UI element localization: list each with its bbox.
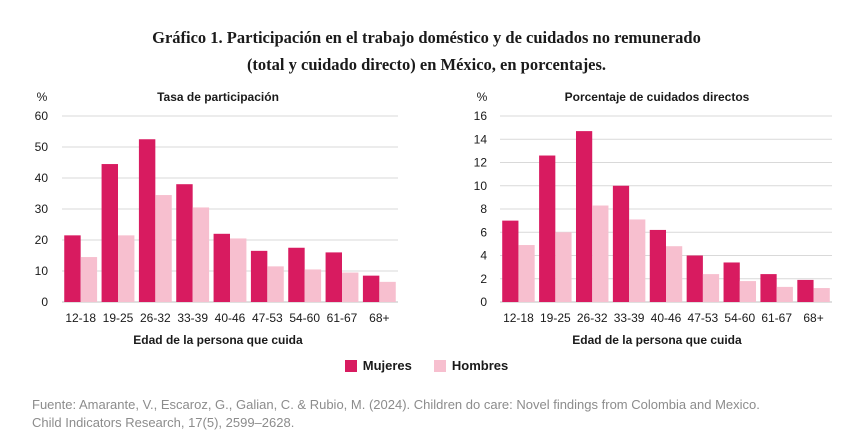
panel1-bar-mujeres-68+ bbox=[362, 275, 380, 302]
panel1-bar-hombres-54-60 bbox=[304, 269, 322, 302]
panel1-bar-mujeres-12-18 bbox=[64, 235, 81, 302]
panel1-bar-hombres-19-25 bbox=[118, 235, 135, 302]
panel1-bar-hombres-26-32 bbox=[155, 195, 172, 302]
panel1-title: Tasa de participación bbox=[157, 90, 279, 104]
panel2-bar-mujeres-33-39 bbox=[612, 185, 630, 302]
panel2-xtick-label: 54-60 bbox=[724, 311, 755, 325]
panel1-ytick-label: 20 bbox=[35, 233, 49, 247]
panel1-bar-hombres-47-53 bbox=[267, 266, 284, 302]
panel1-ytick-label: 30 bbox=[35, 202, 49, 216]
panel2-bar-mujeres-12-18 bbox=[502, 220, 519, 302]
panel2-bar-hombres-19-25 bbox=[555, 232, 572, 302]
panel1-bar-mujeres-47-53 bbox=[250, 250, 268, 302]
source-line-2: Child Indicators Research, 17(5), 2599–2… bbox=[32, 415, 295, 430]
legend-item-mujeres: Mujeres bbox=[344, 358, 412, 373]
panel2-x-axis-label: Edad de la persona que cuida bbox=[572, 333, 742, 347]
panel1-x-axis-label: Edad de la persona que cuida bbox=[133, 333, 303, 347]
panel2-ytick-label: 0 bbox=[480, 295, 487, 309]
panel2-bar-mujeres-54-60 bbox=[723, 262, 740, 302]
panel2-xtick-label: 19-25 bbox=[540, 311, 571, 325]
panel1-xtick-label: 26-32 bbox=[140, 311, 171, 325]
legend-swatch-mujeres bbox=[344, 359, 357, 372]
panel1-ytick-label: 60 bbox=[35, 109, 49, 123]
panel1-xtick-label: 33-39 bbox=[177, 311, 208, 325]
panel2-bar-hombres-68+ bbox=[813, 288, 830, 302]
chart-title-line-2: (total y cuidado directo) en México, en … bbox=[246, 55, 607, 74]
panel1-bar-hombres-40-46 bbox=[230, 238, 247, 302]
panel1-xtick-label: 40-46 bbox=[215, 311, 246, 325]
panel2-xtick-label: 26-32 bbox=[577, 311, 608, 325]
panel2-bar-hombres-54-60 bbox=[739, 281, 757, 302]
panel2-bar-mujeres-61-67 bbox=[760, 274, 777, 302]
panel2-xtick-label: 12-18 bbox=[503, 311, 534, 325]
panel2-title: Porcentaje de cuidados directos bbox=[565, 90, 750, 104]
panel2-xtick-label: 40-46 bbox=[651, 311, 682, 325]
panel2-bar-mujeres-19-25 bbox=[539, 155, 556, 302]
panel1-bar-mujeres-54-60 bbox=[288, 247, 305, 302]
panel1-ytick-label: 40 bbox=[35, 171, 49, 185]
panel2-ytick-label: 10 bbox=[474, 179, 488, 193]
chart-main-title: Gráfico 1. Participación en el trabajo d… bbox=[0, 24, 853, 78]
chart-title-line-1: Gráfico 1. Participación en el trabajo d… bbox=[152, 28, 701, 47]
panel1-bar-hombres-33-39 bbox=[192, 207, 210, 302]
panel1-bar-mujeres-26-32 bbox=[138, 139, 156, 302]
panel2-ytick-label: 14 bbox=[474, 132, 488, 146]
panel1-ytick-label: 0 bbox=[41, 295, 48, 309]
charts-canvas: Tasa de participación%010203040506012-18… bbox=[35, 90, 832, 347]
panel1-bar-hombres-68+ bbox=[379, 281, 396, 302]
source-line-1: Fuente: Amarante, V., Escaroz, G., Galia… bbox=[32, 397, 760, 412]
panel2-xtick-label: 33-39 bbox=[614, 311, 645, 325]
panel1-ytick-label: 50 bbox=[35, 140, 49, 154]
panel2-ytick-label: 6 bbox=[480, 225, 487, 239]
legend-item-hombres: Hombres bbox=[433, 358, 509, 373]
panel1-xtick-label: 12-18 bbox=[65, 311, 96, 325]
panel2-bar-hombres-47-53 bbox=[702, 274, 720, 302]
panel1-xtick-label: 47-53 bbox=[252, 311, 283, 325]
panel2-ytick-label: 4 bbox=[480, 249, 487, 263]
panel2-xtick-label: 47-53 bbox=[688, 311, 719, 325]
panel1-xtick-label: 54-60 bbox=[289, 311, 320, 325]
panel2-ytick-label: 16 bbox=[474, 109, 488, 123]
legend-label-hombres: Hombres bbox=[451, 358, 509, 373]
panel2-bar-mujeres-26-32 bbox=[575, 131, 593, 302]
panel2-bar-hombres-33-39 bbox=[629, 219, 646, 302]
panel1-bar-hombres-61-67 bbox=[342, 272, 359, 302]
panel2-bar-hombres-40-46 bbox=[666, 246, 683, 302]
panel1-unit-label: % bbox=[37, 90, 48, 104]
panel2-ytick-label: 2 bbox=[480, 272, 487, 286]
panel1-bar-mujeres-19-25 bbox=[101, 164, 118, 302]
panel2-bar-hombres-26-32 bbox=[592, 205, 609, 302]
panel2-ytick-label: 12 bbox=[474, 156, 488, 170]
source-note: Fuente: Amarante, V., Escaroz, G., Galia… bbox=[32, 396, 842, 432]
legend: Mujeres Hombres bbox=[0, 358, 853, 373]
panel2-bar-mujeres-40-46 bbox=[649, 229, 666, 302]
panel2-bar-hombres-61-67 bbox=[776, 286, 793, 302]
legend-label-mujeres: Mujeres bbox=[362, 358, 412, 373]
panel1-bar-mujeres-61-67 bbox=[325, 252, 342, 302]
panel1-xtick-label: 68+ bbox=[369, 311, 389, 325]
panel2-xtick-label: 61-67 bbox=[761, 311, 792, 325]
panel1-bar-hombres-12-18 bbox=[80, 257, 98, 302]
panel1-xtick-label: 19-25 bbox=[103, 311, 134, 325]
panel2-bar-hombres-12-18 bbox=[518, 245, 535, 302]
panel1-bar-mujeres-40-46 bbox=[213, 233, 230, 302]
legend-swatch-hombres bbox=[433, 359, 446, 372]
panel1-xtick-label: 61-67 bbox=[327, 311, 358, 325]
panel1-ytick-label: 10 bbox=[35, 264, 49, 278]
panel2-bar-mujeres-47-53 bbox=[686, 255, 703, 302]
panel2-ytick-label: 8 bbox=[480, 202, 487, 216]
panel2-unit-label: % bbox=[477, 90, 488, 104]
panel1-bar-mujeres-33-39 bbox=[176, 184, 193, 302]
panel2-bar-mujeres-68+ bbox=[797, 279, 814, 302]
panel2-xtick-label: 68+ bbox=[803, 311, 823, 325]
